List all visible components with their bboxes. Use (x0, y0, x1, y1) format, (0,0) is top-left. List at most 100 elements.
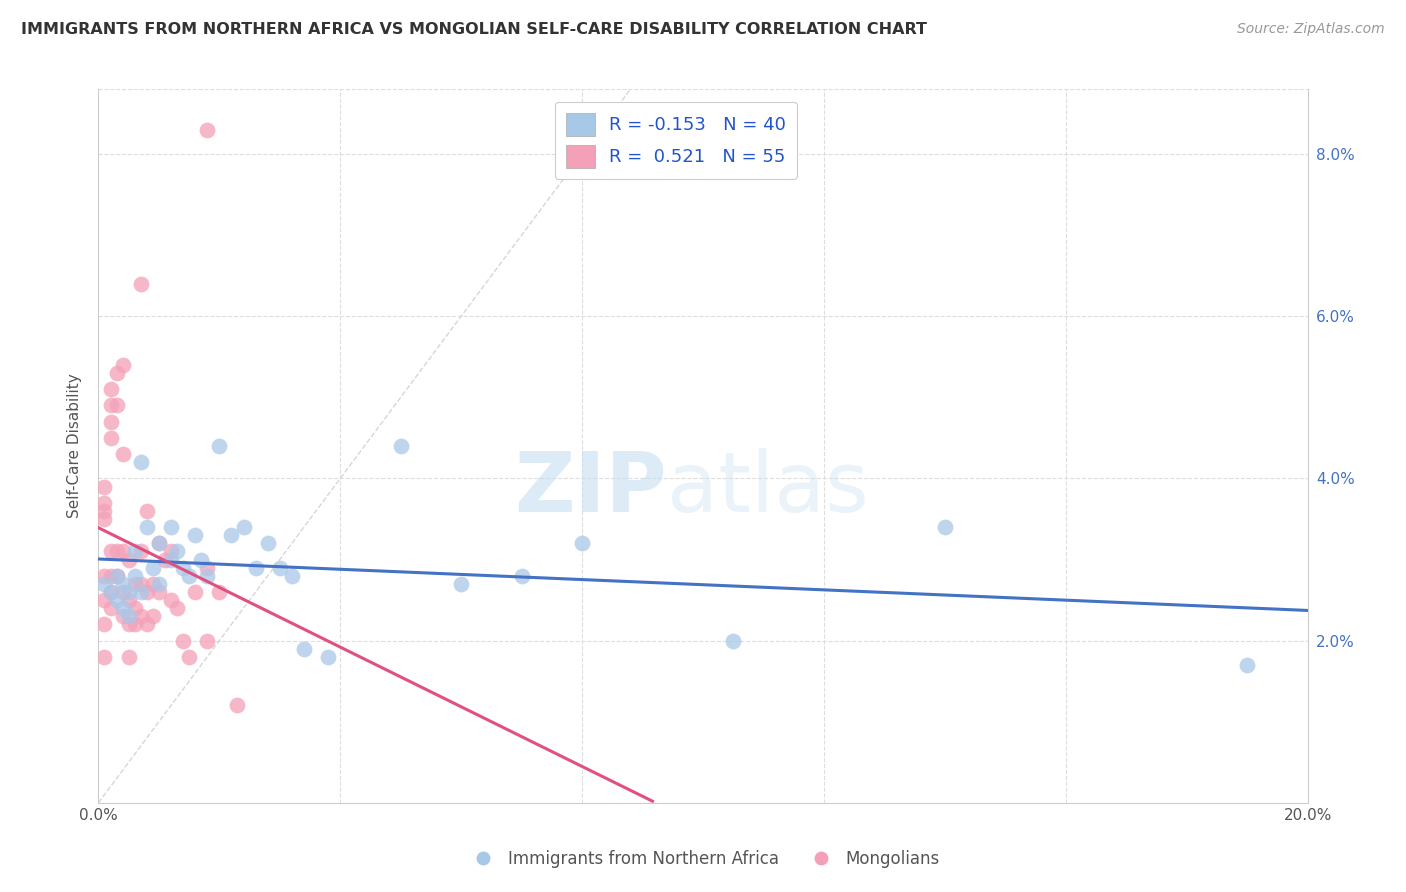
Point (129, 277, 152, 291)
Point (221, 528, 243, 542)
Point (184, 585, 207, 599)
Point (166, 544, 188, 558)
Point (153, 552, 176, 566)
Point (179, 649, 201, 664)
Point (100, 601, 122, 615)
Point (93, 593, 115, 607)
Point (195, 122, 218, 136)
Point (93, 504, 115, 518)
Point (160, 544, 183, 558)
Point (190, 552, 212, 566)
Point (129, 585, 152, 599)
Point (226, 698, 249, 713)
Point (100, 585, 122, 599)
Point (105, 366, 128, 380)
Point (571, 536, 593, 550)
Point (124, 617, 146, 632)
Point (129, 609, 152, 624)
Point (93, 512, 115, 526)
Point (160, 593, 183, 607)
Point (148, 577, 170, 591)
Point (142, 577, 165, 591)
Point (269, 560, 291, 574)
Point (111, 585, 134, 599)
Point (195, 560, 218, 574)
Text: ZIP: ZIP (515, 449, 666, 529)
Point (105, 593, 128, 607)
Point (160, 552, 183, 566)
Point (195, 633, 218, 648)
Point (148, 536, 170, 550)
Point (135, 504, 157, 518)
Point (124, 568, 146, 582)
Point (105, 544, 128, 558)
Point (245, 560, 267, 574)
Point (208, 585, 231, 599)
Point (142, 560, 165, 574)
Point (93, 568, 115, 582)
Point (510, 568, 533, 582)
Point (124, 544, 146, 558)
Point (105, 399, 128, 413)
Point (111, 577, 134, 591)
Point (166, 601, 188, 615)
Point (100, 415, 122, 429)
Point (256, 536, 278, 550)
Point (135, 520, 157, 534)
Text: IMMIGRANTS FROM NORTHERN AFRICA VS MONGOLIAN SELF-CARE DISABILITY CORRELATION CH: IMMIGRANTS FROM NORTHERN AFRICA VS MONGO… (21, 22, 927, 37)
Point (172, 633, 194, 648)
Point (100, 544, 122, 558)
Point (118, 609, 141, 624)
Point (105, 568, 128, 582)
Point (316, 649, 339, 664)
Legend: Immigrants from Northern Africa, Mongolians: Immigrants from Northern Africa, Mongoli… (460, 844, 946, 875)
Point (184, 528, 207, 542)
Point (111, 609, 134, 624)
Point (93, 617, 115, 632)
Point (1236, 657, 1258, 672)
Point (100, 568, 122, 582)
Text: atlas: atlas (666, 449, 869, 529)
Point (142, 609, 165, 624)
Point (105, 568, 128, 582)
Point (135, 617, 157, 632)
Point (118, 593, 141, 607)
Point (111, 358, 134, 372)
Point (450, 577, 472, 591)
Point (100, 585, 122, 599)
Point (111, 544, 134, 558)
Point (118, 617, 141, 632)
Point (118, 649, 141, 664)
Point (148, 536, 170, 550)
Y-axis label: Self-Care Disability: Self-Care Disability (67, 374, 83, 518)
Point (179, 568, 201, 582)
Point (195, 568, 218, 582)
Point (93, 649, 115, 664)
Point (135, 585, 157, 599)
Point (100, 382, 122, 396)
Point (934, 520, 956, 534)
Point (111, 447, 134, 461)
Point (118, 585, 141, 599)
Point (148, 585, 170, 599)
Point (93, 496, 115, 510)
Point (723, 633, 745, 648)
Point (129, 577, 152, 591)
Point (292, 641, 315, 656)
Point (129, 544, 152, 558)
Point (100, 399, 122, 413)
Point (124, 577, 146, 591)
Point (93, 479, 115, 493)
Point (118, 552, 141, 566)
Point (111, 601, 134, 615)
Point (93, 577, 115, 591)
Point (389, 439, 412, 453)
Point (100, 431, 122, 445)
Text: Source: ZipAtlas.com: Source: ZipAtlas.com (1237, 22, 1385, 37)
Point (281, 568, 304, 582)
Point (129, 455, 152, 469)
Point (232, 520, 254, 534)
Legend: R = -0.153   N = 40, R =  0.521   N = 55: R = -0.153 N = 40, R = 0.521 N = 55 (555, 102, 797, 179)
Point (160, 520, 183, 534)
Point (124, 601, 146, 615)
